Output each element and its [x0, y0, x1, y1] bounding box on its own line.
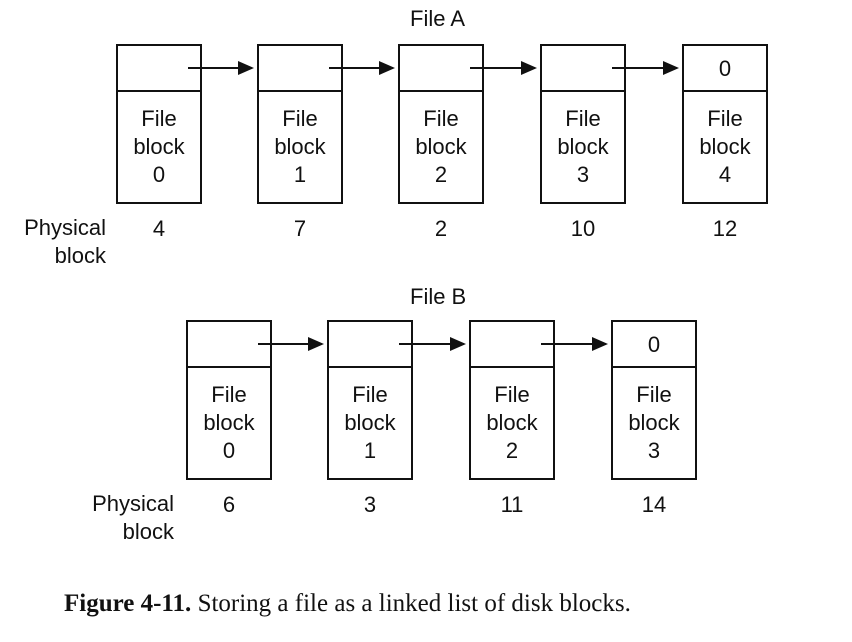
block-label: File: [282, 106, 318, 131]
block-index: 0: [222, 438, 236, 463]
block-label: block: [628, 410, 680, 435]
block-label: block: [133, 134, 185, 159]
physical-block-number: 6: [222, 492, 236, 517]
block-index: 0: [152, 162, 166, 187]
physical-block-number: 3: [363, 492, 377, 517]
physical-block-number: 14: [641, 492, 667, 517]
link-arrow: [258, 337, 324, 351]
block-label: File: [352, 382, 388, 407]
block-label: block: [344, 410, 396, 435]
block-index: 1: [363, 438, 377, 463]
block-label: block: [203, 410, 255, 435]
file-b-block-0: File block 0: [186, 320, 272, 480]
block-body: File block 1: [329, 368, 411, 478]
link-arrow: [470, 61, 537, 75]
physical-block-label: Physical block: [10, 214, 106, 270]
block-label: block: [274, 134, 326, 159]
file-b-block-1: File block 1: [327, 320, 413, 480]
file-a-block-2: File block 2: [398, 44, 484, 204]
file-a-block-0: File block 0: [116, 44, 202, 204]
block-index: 4: [718, 162, 732, 187]
pointer-field: [188, 322, 270, 368]
caption-text: Storing a file as a linked list of disk …: [197, 590, 631, 617]
figure-caption: Figure 4-11. Storing a file as a linked …: [64, 590, 631, 618]
physical-label-line: Physical: [24, 215, 106, 240]
block-index: 2: [434, 162, 448, 187]
pointer-field: [471, 322, 553, 368]
file-b-block-2: File block 2: [469, 320, 555, 480]
physical-block-number: 10: [570, 216, 596, 241]
block-body: File block 1: [259, 92, 341, 202]
link-arrow: [399, 337, 466, 351]
block-index: 2: [505, 438, 519, 463]
file-a-block-4: 0 File block 4: [682, 44, 768, 204]
block-body: File block 2: [471, 368, 553, 478]
pointer-field: 0: [684, 46, 766, 92]
block-index: 3: [647, 438, 661, 463]
block-index: 3: [576, 162, 590, 187]
link-arrow: [612, 61, 679, 75]
link-arrow: [188, 61, 254, 75]
link-arrow: [329, 61, 395, 75]
physical-block-number: 4: [152, 216, 166, 241]
physical-block-number: 12: [712, 216, 738, 241]
pointer-field: [542, 46, 624, 92]
physical-block-number: 7: [293, 216, 307, 241]
block-label: File: [565, 106, 601, 131]
block-label: File: [211, 382, 247, 407]
file-a-block-1: File block 1: [257, 44, 343, 204]
physical-block-number: 2: [434, 216, 448, 241]
block-body: File block 3: [613, 368, 695, 478]
block-label: File: [494, 382, 530, 407]
block-label: block: [557, 134, 609, 159]
block-label: block: [699, 134, 751, 159]
pointer-field: [118, 46, 200, 92]
block-label: File: [141, 106, 177, 131]
block-body: File block 2: [400, 92, 482, 202]
block-body: File block 4: [684, 92, 766, 202]
physical-label-line: block: [122, 519, 174, 544]
figure-label: Figure 4-11.: [64, 590, 192, 617]
physical-block-number: 11: [500, 492, 524, 517]
file-b-title: File B: [410, 284, 467, 309]
block-body: File block 3: [542, 92, 624, 202]
file-a-block-3: File block 3: [540, 44, 626, 204]
block-label: block: [415, 134, 467, 159]
block-label: File: [423, 106, 459, 131]
pointer-field: [400, 46, 482, 92]
block-label: File: [636, 382, 672, 407]
block-body: File block 0: [188, 368, 270, 478]
block-body: File block 0: [118, 92, 200, 202]
physical-label-line: block: [54, 243, 106, 268]
block-label: block: [486, 410, 538, 435]
block-label: File: [707, 106, 743, 131]
file-a-title: File A: [410, 6, 466, 31]
physical-block-label: Physical block: [76, 490, 174, 546]
physical-label-line: Physical: [92, 491, 174, 516]
pointer-field: 0: [613, 322, 695, 368]
block-index: 1: [293, 162, 307, 187]
pointer-field: [259, 46, 341, 92]
pointer-field: [329, 322, 411, 368]
link-arrow: [541, 337, 608, 351]
file-b-block-3: 0 File block 3: [611, 320, 697, 480]
